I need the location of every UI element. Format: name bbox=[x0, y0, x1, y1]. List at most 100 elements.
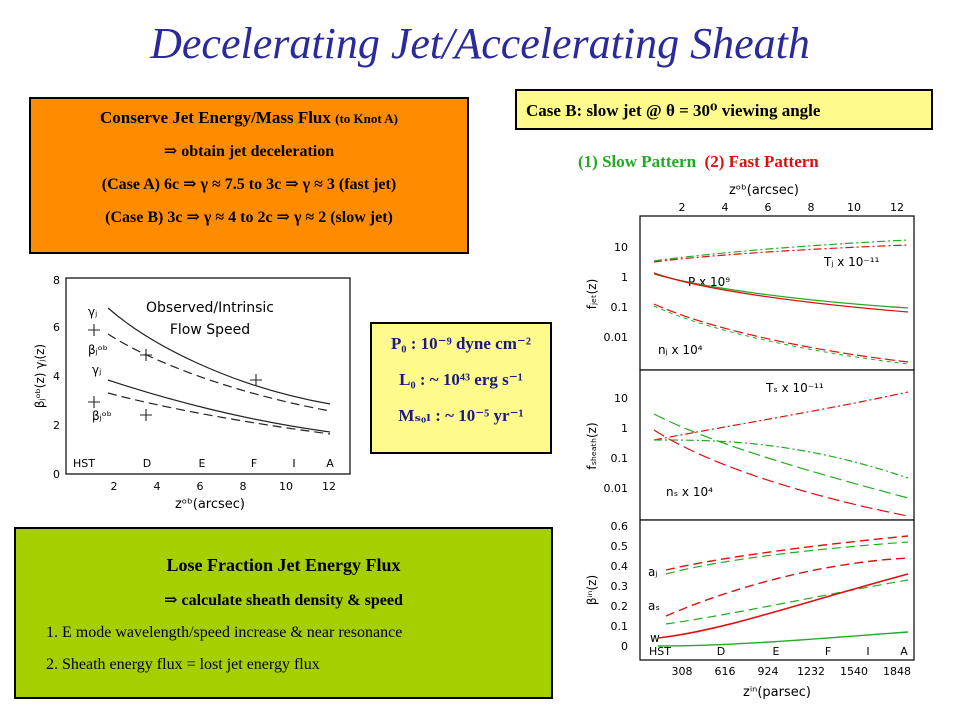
energy-flux-case-a: (Case A) 6c ⇒ γ ≈ 7.5 to 3c ⇒ γ ≈ 3 (fas… bbox=[101, 176, 397, 193]
bottom-axis-label: zⁱⁿ(parsec) bbox=[743, 685, 811, 700]
bottom-tick: 1232 bbox=[797, 665, 825, 678]
beta-in-ylabel: βⁱⁿ(z) bbox=[585, 575, 599, 605]
flow-plot-title-2: Flow Speed bbox=[170, 322, 250, 338]
sheath-temp-label: Tₛ x 10⁻¹¹ bbox=[765, 381, 824, 395]
bottom-tick: 1848 bbox=[883, 665, 911, 678]
beta-in-ytick: 0 bbox=[621, 640, 628, 653]
sheath-flux-item-1: 1. E mode wavelength/speed increase & ne… bbox=[46, 624, 403, 641]
energy-flux-heading: Conserve Jet Energy/Mass Flux (to Knot A… bbox=[100, 108, 398, 127]
w-slow bbox=[657, 631, 909, 647]
beta-curve-fast bbox=[107, 333, 331, 412]
flow-knot-label: HST bbox=[73, 457, 95, 470]
knot-label: D bbox=[717, 645, 725, 658]
flow-ylabel: βⱼᵒᵇ(z) γⱼ(z) bbox=[33, 344, 47, 408]
knot-label: F bbox=[825, 645, 831, 658]
flow-ytick: 8 bbox=[53, 274, 60, 287]
bottom-tick: 616 bbox=[715, 665, 736, 678]
flow-ytick: 0 bbox=[53, 468, 60, 481]
jet-ytick: 0.1 bbox=[611, 301, 629, 314]
beta-in-ytick: 0.6 bbox=[611, 520, 629, 533]
flow-xtick: 4 bbox=[154, 480, 161, 493]
flow-ytick: 6 bbox=[53, 321, 60, 334]
flow-plot-title-1: Observed/Intrinsic bbox=[146, 300, 274, 316]
jet-pressure-fast bbox=[653, 272, 909, 313]
bottom-tick: 1540 bbox=[840, 665, 868, 678]
beta-label-2: βⱼᵒᵇ bbox=[92, 409, 112, 423]
flow-knot-label: A bbox=[326, 457, 334, 470]
flow-xtick: 12 bbox=[322, 480, 336, 493]
top-tick: 6 bbox=[765, 201, 772, 214]
case-b-box: Case B: slow jet @ θ = 30⁰ viewing angle bbox=[515, 89, 933, 130]
mass-param: Mₛₒₗ : ~ 10⁻⁵ yr⁻¹ bbox=[398, 406, 524, 425]
sheath-ylabel: fₛₕₑₐₜₕ(z) bbox=[585, 422, 599, 469]
sheath-flux-heading: Lose Fraction Jet Energy Flux bbox=[166, 555, 401, 575]
sheath-density-label: nₛ x 10⁴ bbox=[666, 485, 713, 499]
alfven-sheath-label: aₛ bbox=[648, 599, 660, 613]
sheath-density-fast bbox=[653, 429, 909, 517]
gamma-label-1: γⱼ bbox=[88, 305, 97, 319]
sheath-temp-slow bbox=[653, 439, 909, 479]
parameters-box: P₀ : 10⁻⁹ dyne cm⁻² L₀ : ~ 10⁴³ erg s⁻¹ … bbox=[370, 322, 552, 454]
flow-xtick: 10 bbox=[279, 480, 293, 493]
aj-slow bbox=[665, 541, 909, 575]
beta-in-ytick: 0.2 bbox=[611, 600, 629, 613]
beta-in-ytick: 0.5 bbox=[611, 540, 629, 553]
beta-in-ytick: 0.3 bbox=[611, 580, 629, 593]
flow-xtick: 2 bbox=[111, 480, 118, 493]
knot-label: I bbox=[866, 645, 869, 658]
flow-knot-label: D bbox=[143, 457, 151, 470]
sheath-flux-subheading: ⇒ calculate sheath density & speed bbox=[164, 592, 403, 609]
flow-knot-label: F bbox=[251, 457, 257, 470]
sheath-ytick: 0.1 bbox=[611, 452, 629, 465]
beta-curve-slow bbox=[107, 392, 331, 435]
w-fast bbox=[657, 573, 909, 639]
energy-flux-case-b: (Case B) 3c ⇒ γ ≈ 4 to 2c ⇒ γ ≈ 2 (slow … bbox=[105, 209, 393, 226]
gamma-curve-fast bbox=[107, 307, 331, 405]
sheath-flux-item-2: 2. Sheath energy flux = lost jet energy … bbox=[46, 656, 320, 673]
pressure-param: P₀ : 10⁻⁹ dyne cm⁻² bbox=[391, 334, 531, 353]
jet-temp-label: Tⱼ x 10⁻¹¹ bbox=[823, 255, 880, 269]
energy-flux-line-2: ⇒ obtain jet deceleration bbox=[163, 143, 335, 160]
flow-xtick: 8 bbox=[240, 480, 247, 493]
beta-in-ytick: 0.1 bbox=[611, 620, 629, 633]
energy-flux-box: Conserve Jet Energy/Mass Flux (to Knot A… bbox=[29, 97, 469, 254]
knot-label: A bbox=[900, 645, 908, 658]
alfven-jet-label: aⱼ bbox=[648, 565, 657, 579]
slide-title: Decelerating Jet/Accelerating Sheath bbox=[150, 19, 810, 68]
jet-density-slow bbox=[653, 305, 909, 365]
jet-ylabel: fⱼₑₜ(z) bbox=[585, 279, 599, 310]
knot-label: HST bbox=[649, 645, 671, 658]
jet-ytick: 0.01 bbox=[604, 331, 629, 344]
flow-xtick: 6 bbox=[197, 480, 204, 493]
top-tick: 8 bbox=[808, 201, 815, 214]
beta-label-1: βⱼᵒᵇ bbox=[88, 343, 108, 357]
sheath-ytick: 1 bbox=[621, 422, 628, 435]
sheath-density-slow bbox=[653, 413, 909, 499]
sheath-ytick: 0.01 bbox=[604, 482, 629, 495]
gamma-curve-slow bbox=[107, 379, 331, 433]
flow-speed-plot: Observed/Intrinsic Flow Speed 0 2 4 6 8 … bbox=[33, 274, 351, 512]
jet-ytick: 10 bbox=[614, 241, 628, 254]
top-tick: 2 bbox=[679, 201, 686, 214]
as-slow bbox=[665, 579, 909, 625]
top-tick: 4 bbox=[722, 201, 729, 214]
flow-knot-label: E bbox=[199, 457, 206, 470]
as-fast bbox=[665, 557, 909, 617]
top-tick: 10 bbox=[847, 201, 861, 214]
top-axis-label: zᵒᵇ(arcsec) bbox=[729, 183, 799, 198]
jet-temp-fast bbox=[653, 244, 909, 263]
sheath-flux-box: Lose Fraction Jet Energy Flux ⇒ calculat… bbox=[14, 527, 553, 699]
sheath-temp-fast bbox=[653, 391, 909, 441]
fast-pattern-label: (2) Fast Pattern bbox=[704, 152, 819, 171]
profiles-plot: zᵒᵇ(arcsec) 2 4 6 8 10 12 fⱼₑₜ(z) 10 1 0… bbox=[585, 183, 915, 700]
luminosity-param: L₀ : ~ 10⁴³ erg s⁻¹ bbox=[399, 370, 523, 389]
slow-pattern-label: (1) Slow Pattern bbox=[578, 152, 697, 171]
beta-in-ytick: 0.4 bbox=[611, 560, 629, 573]
knot-label: E bbox=[773, 645, 780, 658]
flow-knot-label: I bbox=[292, 457, 295, 470]
bottom-tick: 924 bbox=[758, 665, 779, 678]
aj-fast bbox=[665, 535, 909, 571]
flow-xlabel: zᵒᵇ(arcsec) bbox=[175, 497, 245, 512]
pattern-legend: (1) Slow Pattern (2) Fast Pattern bbox=[578, 152, 819, 172]
sheath-ytick: 10 bbox=[614, 392, 628, 405]
